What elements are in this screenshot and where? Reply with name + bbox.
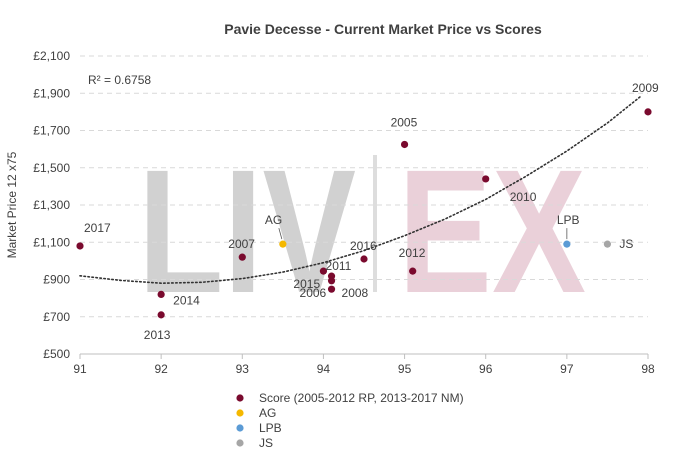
- data-point: [319, 267, 328, 275]
- x-tick-label: 92: [154, 362, 168, 376]
- x-tick-label: 93: [236, 362, 250, 376]
- watermark-liv: LIV: [138, 134, 356, 330]
- data-point: [327, 277, 336, 285]
- point-label: 2006: [300, 286, 327, 300]
- point-label: 2011: [326, 259, 352, 273]
- point-labels: 2017 2014 2013 2007 2015 2011 2008 2006 2016 2005…: [84, 81, 659, 342]
- legend: Score (2005-2012 RP, 2013-2017 NM)AGLPBJ…: [236, 391, 464, 450]
- data-point: [360, 255, 368, 263]
- y-tick-label: £500: [43, 347, 70, 361]
- legend-label: AG: [259, 406, 276, 420]
- x-tick-label: 96: [479, 362, 493, 376]
- y-tick-label: £1,900: [33, 86, 70, 100]
- point-label: 2008: [342, 286, 369, 300]
- point-label: 2014: [173, 293, 200, 307]
- x-tick-label: 98: [641, 362, 655, 376]
- data-point: [238, 253, 246, 261]
- point-label: 2010: [510, 190, 537, 204]
- point-label: 2009: [632, 81, 659, 95]
- y-tick-label: £2,100: [33, 49, 70, 63]
- y-tick-label: £1,700: [33, 124, 70, 138]
- data-point: [400, 140, 409, 149]
- watermark-ex: EX: [398, 134, 586, 330]
- data-point: [563, 240, 571, 248]
- data-point: [279, 240, 287, 248]
- chart-title: Pavie Decesse - Current Market Price vs …: [224, 21, 542, 37]
- trendline-path: [79, 96, 641, 285]
- data-point: [157, 311, 165, 319]
- point-label: 2005: [391, 115, 418, 129]
- y-tick-label: £1,100: [33, 235, 70, 249]
- watermark: LIV EX: [138, 134, 586, 330]
- legend-marker: [236, 439, 244, 447]
- y-tick-label: £1,300: [33, 198, 70, 212]
- data-point: [603, 240, 612, 248]
- data-point: [327, 285, 336, 293]
- y-tick-label: £1,500: [33, 161, 70, 175]
- legend-marker: [236, 394, 244, 402]
- label-leader: [278, 228, 283, 240]
- point-label: AG: [265, 213, 282, 227]
- point-label: 2013: [144, 328, 171, 342]
- point-label: 2012: [399, 246, 426, 260]
- data-point: [482, 175, 490, 183]
- data-points: [76, 108, 652, 319]
- data-point: [157, 290, 165, 298]
- axes: £500 £700 £900 £1,100 £1,300 £1,500 £1,700 £1,9…: [33, 49, 655, 376]
- data-point: [76, 242, 84, 250]
- x-tick-label: 95: [398, 362, 412, 376]
- watermark-divider: [373, 155, 377, 292]
- trendline: [79, 96, 641, 285]
- data-point: [409, 267, 417, 275]
- point-label: JS: [619, 237, 633, 251]
- point-label: LPB: [557, 213, 580, 227]
- x-tick-label: 94: [317, 362, 331, 376]
- legend-label: JS: [259, 436, 273, 450]
- legend-marker: [236, 409, 244, 417]
- point-label: 2015: [293, 277, 320, 291]
- point-label: 2016: [350, 239, 377, 253]
- x-tick-label: 97: [560, 362, 574, 376]
- legend-label: Score (2005-2012 RP, 2013-2017 NM): [259, 391, 464, 405]
- legend-label: LPB: [259, 421, 282, 435]
- grid-lines: [80, 55, 648, 318]
- y-axis-title: Market Price 12 x75: [5, 151, 19, 258]
- y-tick-label: £700: [43, 310, 70, 324]
- point-label: 2017: [84, 221, 111, 235]
- data-point: [644, 108, 652, 116]
- legend-marker: [236, 424, 244, 432]
- y-tick-label: £900: [43, 273, 70, 287]
- r-squared-label: R² = 0.6758: [88, 73, 151, 87]
- x-tick-label: 91: [73, 362, 87, 376]
- point-label: 2007: [228, 237, 255, 251]
